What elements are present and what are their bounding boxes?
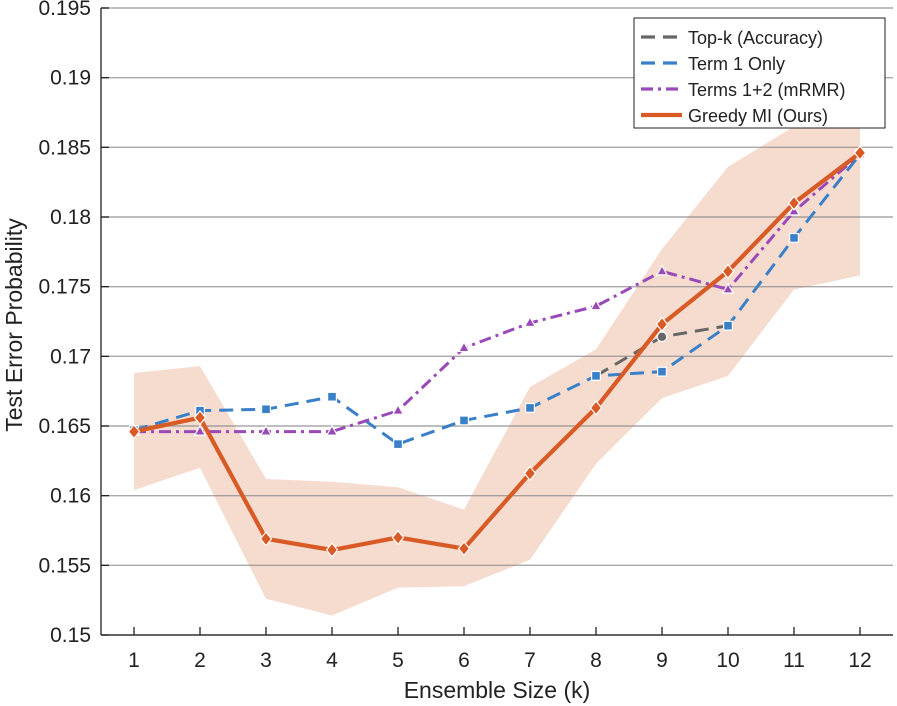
- data-point: [127, 423, 141, 440]
- series-top-k-accuracy: [595, 324, 729, 378]
- data-point: [590, 370, 601, 381]
- confidence-band-layer: [134, 122, 860, 616]
- legend-entry-greedy-mi-ours: Greedy MI (Ours): [641, 106, 828, 126]
- data-point: [523, 315, 537, 328]
- data-point: [327, 391, 338, 402]
- data-point: [193, 424, 207, 436]
- x-tick-label: 7: [524, 649, 536, 672]
- legend-label: Top-k (Accuracy): [688, 28, 823, 48]
- y-tick-label: 0.17: [50, 345, 91, 368]
- legend-label: Terms 1+2 (mRMR): [688, 80, 846, 100]
- data-point: [524, 402, 535, 413]
- y-tick-label: 0.18: [50, 206, 91, 229]
- data-point: [393, 439, 404, 450]
- y-tick-label: 0.185: [38, 136, 91, 159]
- x-tick-label: 2: [194, 649, 206, 672]
- data-point: [589, 400, 603, 416]
- data-point: [325, 542, 339, 558]
- data-point: [721, 282, 735, 294]
- data-point: [853, 145, 867, 161]
- x-tick-label: 6: [458, 649, 470, 672]
- confidence-band-greedy-mi-ours: [134, 122, 860, 616]
- x-tick-label: 1: [128, 649, 140, 672]
- x-tick-label: 3: [260, 649, 272, 672]
- data-point: [459, 415, 470, 426]
- data-point: [656, 366, 667, 377]
- x-tick-label: 10: [716, 649, 739, 672]
- data-point: [523, 465, 537, 482]
- y-tick-label: 0.195: [38, 0, 91, 20]
- data-point: [655, 316, 669, 332]
- data-point: [193, 409, 207, 426]
- x-axis-label: Ensemble Size (k): [404, 677, 591, 703]
- data-point: [656, 331, 668, 343]
- x-tick-label: 9: [656, 649, 668, 672]
- data-point: [589, 299, 603, 311]
- data-point: [655, 264, 669, 276]
- series-line: [133, 151, 862, 553]
- legend-entry-term-1-only: Term 1 Only: [641, 54, 785, 74]
- legend-label: Term 1 Only: [688, 54, 785, 74]
- data-point: [391, 529, 405, 546]
- series-layer: [127, 145, 867, 558]
- data-point: [722, 320, 733, 331]
- x-tick-label: 5: [392, 649, 404, 672]
- y-tick-label: 0.19: [50, 67, 91, 90]
- series-line: [134, 153, 861, 434]
- legend: Top-k (Accuracy) Term 1 Only Terms 1+2 (mR…: [633, 17, 886, 129]
- series-greedy-mi-ours: [127, 145, 867, 558]
- data-point: [259, 424, 273, 436]
- x-tick-label: 12: [848, 649, 871, 672]
- y-tick-label: 0.175: [38, 276, 91, 299]
- legend-entries: Top-k (Accuracy) Term 1 Only Terms 1+2 (mR…: [641, 28, 846, 126]
- data-point: [391, 403, 405, 415]
- gridlines: [101, 7, 893, 636]
- y-tick-label: 0.165: [38, 415, 91, 438]
- y-tick-label: 0.16: [50, 485, 91, 508]
- data-point: [259, 531, 273, 547]
- data-point: [325, 424, 339, 436]
- data-point: [788, 232, 799, 243]
- legend-entry-top-k-accuracy: Top-k (Accuracy): [641, 28, 823, 48]
- data-point: [261, 404, 272, 415]
- x-tick-label: 8: [590, 649, 602, 672]
- x-tick-label: 4: [326, 649, 338, 672]
- y-tick-label: 0.155: [38, 554, 91, 577]
- x-tick-label: 11: [783, 649, 805, 672]
- legend-label: Greedy MI (Ours): [688, 106, 828, 126]
- axes: 0.15 0.155 0.16 0.165 0.17 0.175 0.18 0.185 0.19…: [38, 0, 893, 672]
- data-point: [457, 540, 471, 557]
- data-point: [721, 263, 735, 280]
- legend-entry-terms-1-2-mrmr: Terms 1+2 (mRMR): [641, 80, 846, 100]
- data-point: [787, 195, 801, 211]
- data-point: [457, 340, 471, 353]
- series-line: [133, 153, 862, 446]
- y-axis-label: Test Error Probability: [1, 218, 27, 432]
- series-terms-1-2-mrmr: [127, 147, 867, 436]
- y-tick-label: 0.15: [50, 624, 91, 647]
